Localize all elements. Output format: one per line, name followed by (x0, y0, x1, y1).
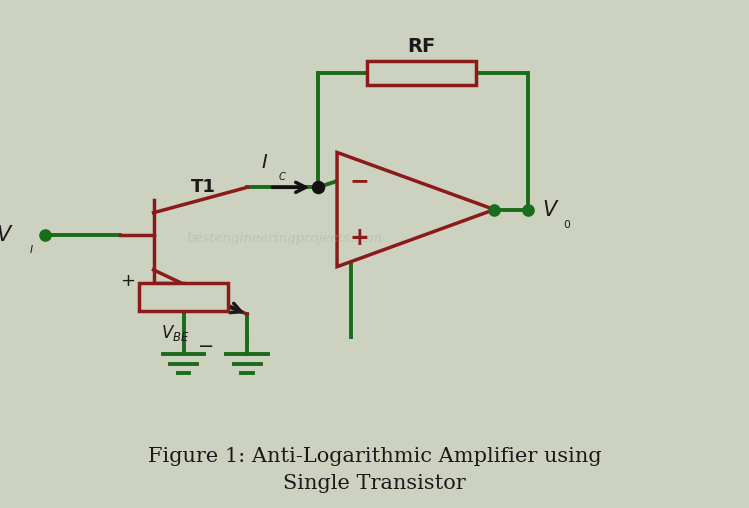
Text: T1: T1 (191, 178, 216, 196)
Text: Figure 1: Anti-Logarithmic Amplifier using
Single Transistor: Figure 1: Anti-Logarithmic Amplifier usi… (148, 447, 601, 493)
Text: RF: RF (407, 37, 435, 56)
Polygon shape (337, 152, 494, 267)
Text: +: + (350, 226, 369, 250)
Text: $_{C}$: $_{C}$ (278, 169, 287, 183)
Text: +: + (120, 272, 135, 290)
Bar (367, 61, 476, 85)
Text: −: − (350, 169, 369, 193)
Text: $I$: $I$ (261, 154, 268, 172)
Text: bestengineeringprojects.com: bestengineeringprojects.com (187, 232, 383, 245)
Bar (139, 282, 228, 311)
Text: −: − (198, 337, 214, 356)
Text: $V$: $V$ (0, 225, 13, 245)
Point (312, 183, 324, 192)
Point (522, 206, 534, 214)
Point (488, 206, 500, 214)
Point (39, 231, 51, 239)
Text: $V_{BE}$: $V_{BE}$ (161, 324, 189, 343)
Text: $_{I}$: $_{I}$ (29, 242, 34, 256)
Text: $V$: $V$ (542, 200, 559, 219)
Text: $_{0}$: $_{0}$ (562, 216, 571, 231)
